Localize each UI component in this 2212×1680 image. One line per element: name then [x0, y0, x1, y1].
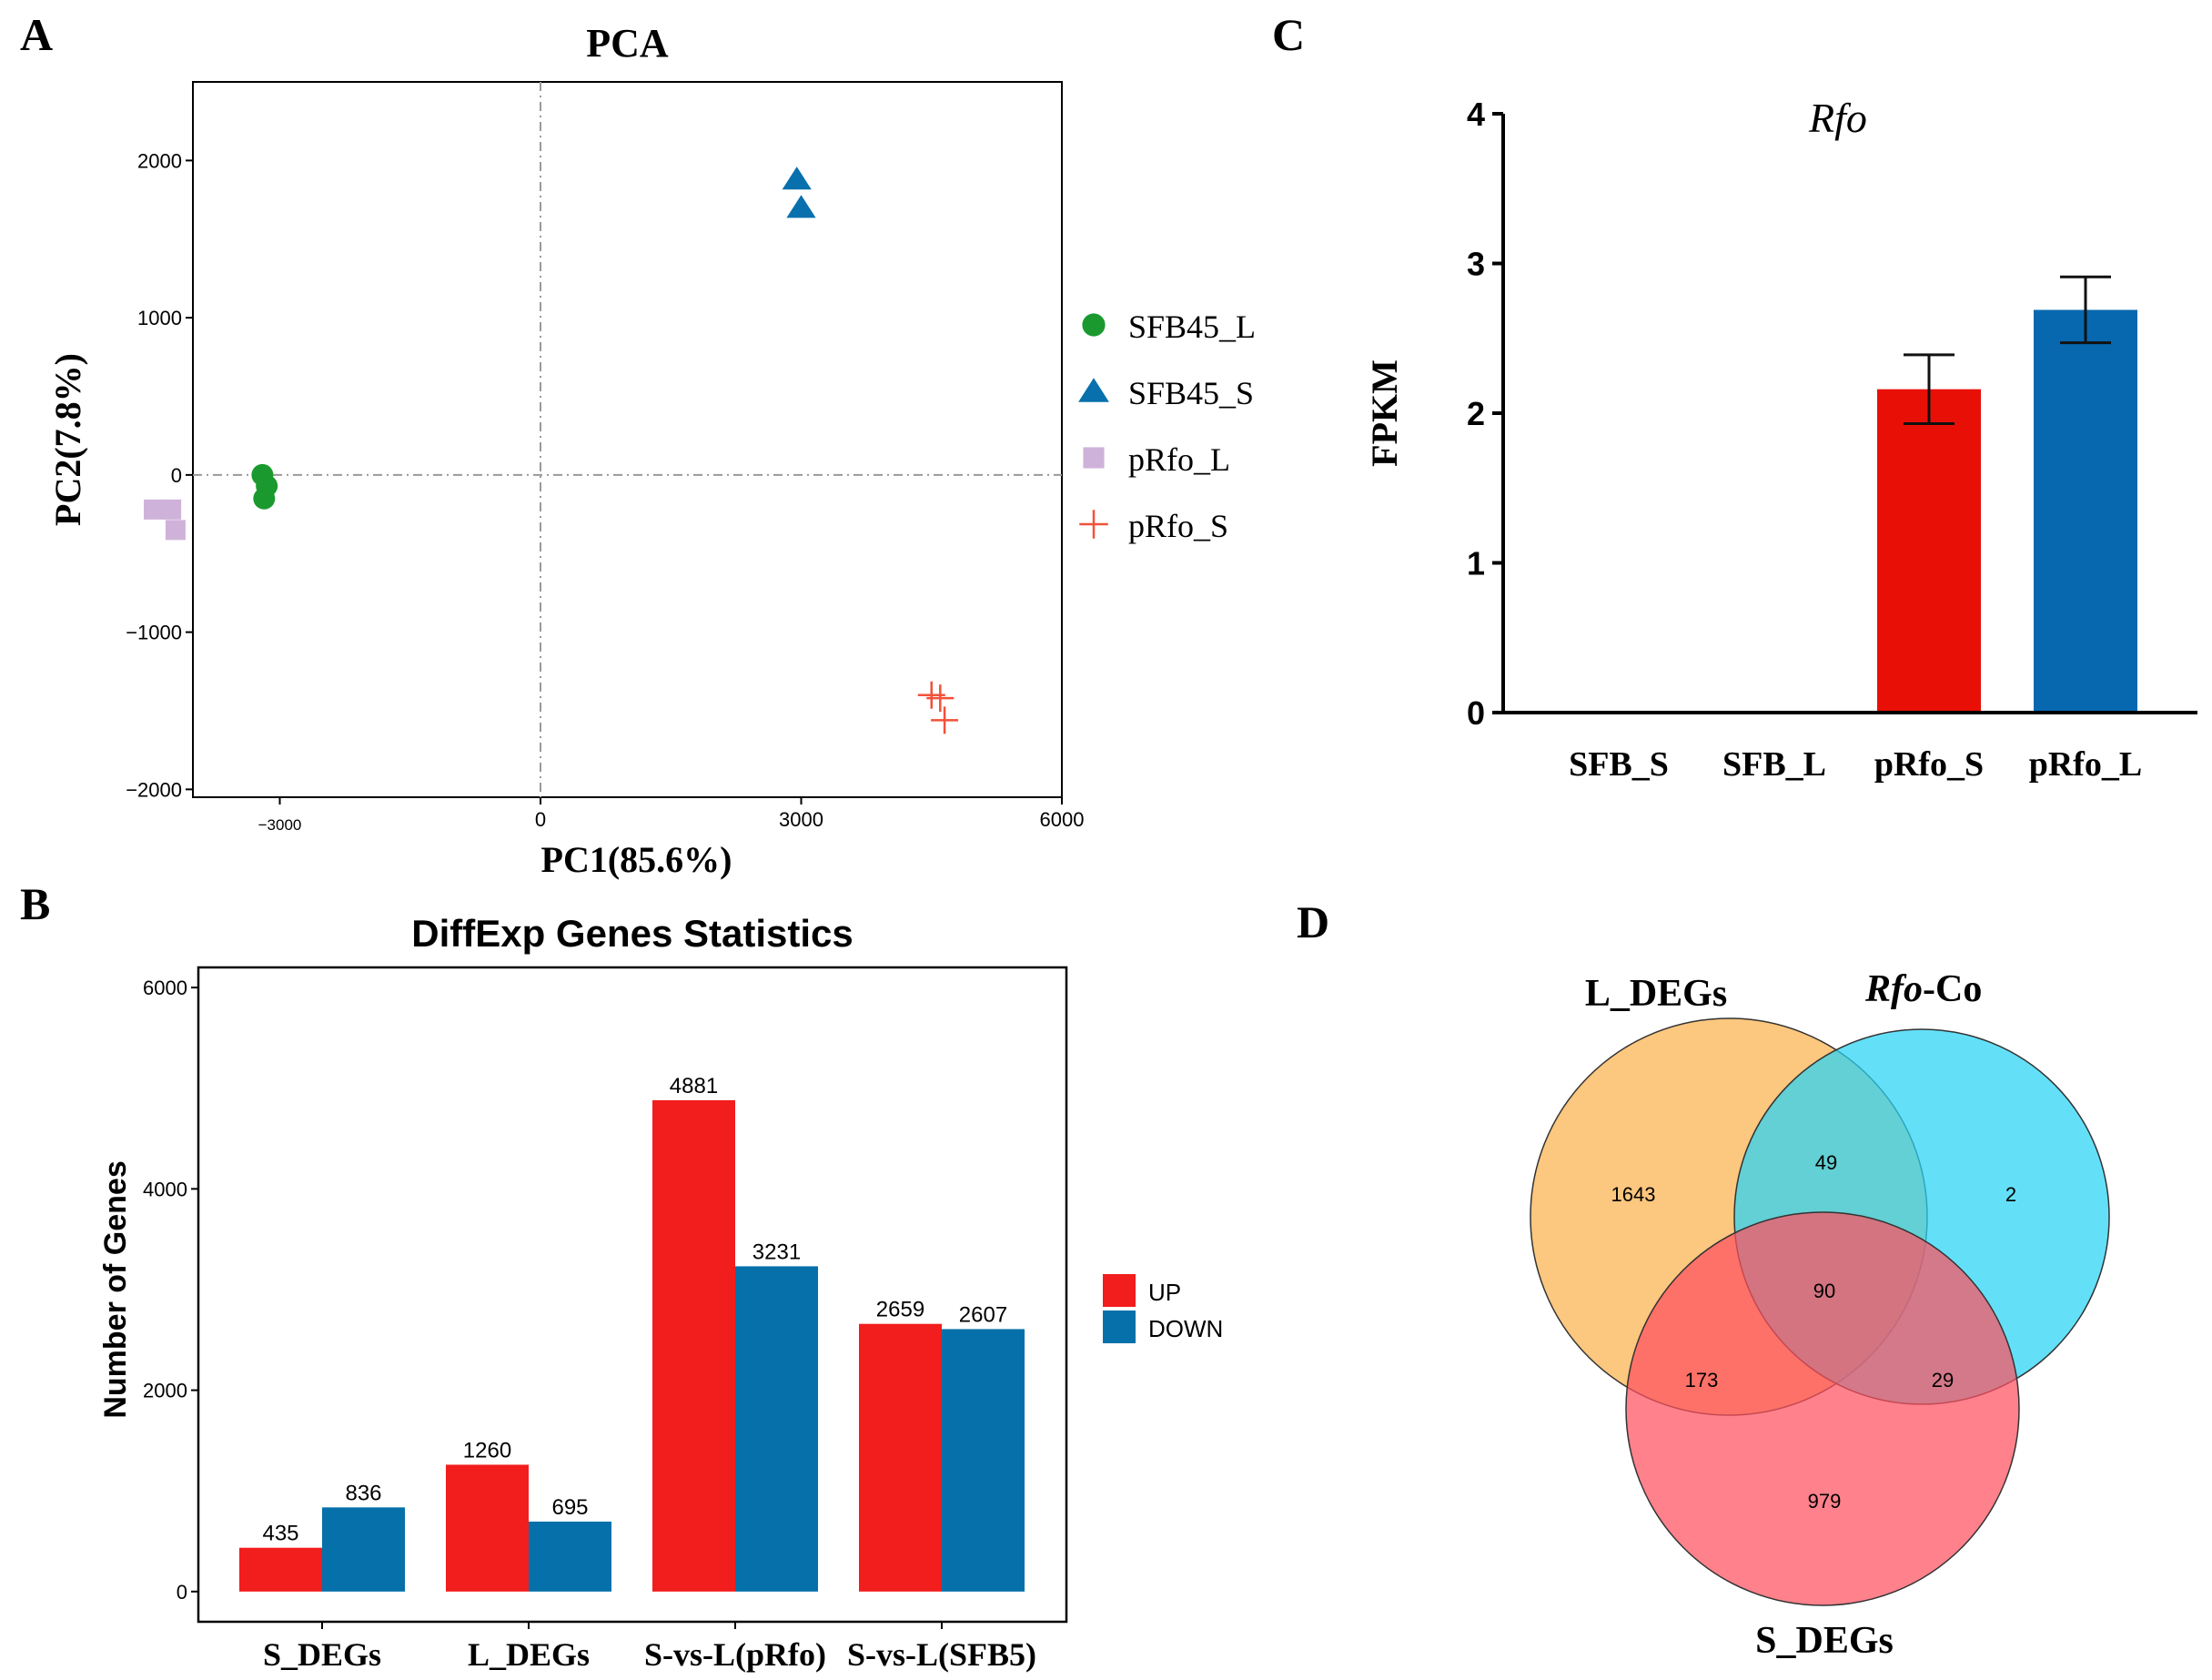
- diffexp-y-tick-label: 4000: [143, 1178, 187, 1200]
- venn-count-s-only: 979: [1808, 1490, 1842, 1513]
- pca-x-axis-label: PC1(85.6%): [541, 839, 732, 880]
- fpkm-bar-pRfo_S: [1877, 389, 1981, 713]
- fpkm-chart: Rfo SFB_S SFB_L pRfo_S pRfo_L 0 1 2 3 4 FPKM: [1364, 95, 2197, 784]
- pca-y-tick-label: 1000: [137, 307, 182, 329]
- fpkm-y-tick-label: 3: [1467, 246, 1485, 283]
- pca-point-pRfo_S: [931, 706, 959, 734]
- diffexp-bar-value-label: 836: [345, 1481, 381, 1505]
- pca-point-pRfo_L: [144, 499, 165, 520]
- legend-marker-pRfo_S: [1079, 510, 1108, 539]
- fpkm-y-tick-label: 4: [1467, 96, 1485, 133]
- pca-y-tick-label: 2000: [137, 149, 182, 172]
- venn-count-l-co: 49: [1815, 1151, 1837, 1174]
- pca-point-pRfo_L: [161, 499, 182, 520]
- diffexp-bar-DOWN-S-vs-L(SFB5): [942, 1329, 1025, 1592]
- diffexp-x-tick-label: S-vs-L(SFB5): [847, 1636, 1036, 1673]
- diffexp-bar-DOWN-S_DEGs: [322, 1507, 405, 1592]
- pca-x-tick-label: −3000: [258, 816, 302, 834]
- panel-label-c: C: [1272, 9, 1305, 60]
- diffexp-bar-value-label: 3231: [752, 1240, 801, 1264]
- panel-label-b: B: [20, 878, 50, 929]
- diffexp-title: DiffExp Genes Statistics: [411, 912, 853, 955]
- pca-plot-frame: [192, 81, 1063, 798]
- legend-swatch-DOWN: [1103, 1311, 1136, 1343]
- pca-chart: PCA −3000 0 3000 6000 2000 1000 0 −1000 −2000 PC1(…: [47, 21, 1256, 880]
- diffexp-bar-UP-S-vs-L(pRfo): [652, 1099, 735, 1592]
- diffexp-plot-frame: [197, 966, 1068, 1624]
- diffexp-bar-value-label: 1260: [463, 1438, 511, 1462]
- fpkm-bar-pRfo_L: [2034, 309, 2137, 713]
- venn-count-all-three: 90: [1813, 1280, 1835, 1302]
- pca-y-axis-label: PC2(7.8%): [47, 353, 88, 526]
- fpkm-y-tick-label: 1: [1467, 545, 1485, 582]
- diffexp-bar-DOWN-S-vs-L(pRfo): [735, 1266, 818, 1592]
- fpkm-y-tick-label: 0: [1467, 694, 1485, 732]
- pca-point-SFB45_S: [782, 167, 812, 190]
- venn-count-co-s: 29: [1932, 1369, 1954, 1392]
- venn-set-label-rfo-co-suffix: -Co: [1923, 968, 1982, 1010]
- pca-y-tick-label: −2000: [126, 778, 182, 801]
- legend-marker-SFB45_L: [1082, 313, 1106, 337]
- legend-marker-SFB45_S: [1078, 378, 1109, 402]
- pca-x-tick-label: 3000: [779, 808, 823, 831]
- legend-label-DOWN: DOWN: [1148, 1315, 1223, 1342]
- venn-set-label-rfo-co: Rfo-Co: [1864, 968, 1982, 1010]
- legend-swatch-UP: [1103, 1274, 1136, 1307]
- pca-x-tick-label: 0: [535, 808, 546, 831]
- fpkm-x-tick-label: pRfo_S: [1874, 745, 1984, 784]
- diffexp-bar-value-label: 4881: [670, 1074, 718, 1098]
- pca-point-SFB45_S: [786, 195, 816, 218]
- pca-x-tick-label: 6000: [1040, 808, 1085, 831]
- diffexp-y-tick-label: 0: [177, 1581, 187, 1604]
- diffexp-x-tick-label: L_DEGs: [468, 1636, 590, 1673]
- venn-count-l-only: 1643: [1611, 1183, 1656, 1206]
- pca-y-tick-label: 0: [171, 464, 182, 487]
- panel-label-d: D: [1297, 896, 1329, 947]
- venn-set-label-rfo-co-italic: Rfo: [1864, 968, 1923, 1010]
- diffexp-bar-value-label: 2607: [959, 1302, 1007, 1327]
- pca-point-pRfo_S: [926, 684, 954, 713]
- diffexp-bar-value-label: 2659: [876, 1298, 924, 1322]
- diffexp-bar-UP-L_DEGs: [446, 1464, 529, 1592]
- legend-label-pRfo_L: pRfo_L: [1128, 441, 1230, 478]
- panel-label-a: A: [20, 9, 53, 60]
- pca-point-SFB45_L: [253, 487, 276, 510]
- venn-circle-2: [1625, 1211, 2020, 1606]
- legend-label-pRfo_S: pRfo_S: [1128, 508, 1228, 544]
- pca-title: PCA: [586, 21, 669, 66]
- pca-y-tick-label: −1000: [126, 622, 182, 644]
- diffexp-y-tick-label: 6000: [143, 977, 187, 999]
- pca-point-pRfo_L: [165, 520, 186, 541]
- venn-count-l-s: 173: [1685, 1369, 1719, 1392]
- diffexp-y-axis-label: Number of Genes: [98, 1160, 133, 1418]
- diffexp-y-tick-label: 2000: [143, 1380, 187, 1402]
- fpkm-x-tick-label: SFB_S: [1569, 745, 1669, 784]
- diffexp-bar-UP-S-vs-L(SFB5): [859, 1323, 942, 1592]
- diffexp-bar-DOWN-L_DEGs: [529, 1521, 611, 1592]
- venn-diagram: L_DEGs Rfo-Co S_DEGs 1643 2 49 90 173 29 979: [1530, 968, 2110, 1662]
- fpkm-x-tick-label: pRfo_L: [2029, 745, 2143, 784]
- fpkm-x-tick-label: SFB_L: [1722, 745, 1826, 784]
- fpkm-y-tick-label: 2: [1467, 395, 1485, 432]
- diffexp-chart: DiffExp Genes Statistics 0 2000 4000 6000 Num…: [98, 912, 1223, 1673]
- diffexp-bar-UP-S_DEGs: [239, 1547, 322, 1592]
- legend-label-UP: UP: [1148, 1279, 1181, 1306]
- legend-label-SFB45_S: SFB45_S: [1128, 375, 1254, 411]
- legend-label-SFB45_L: SFB45_L: [1128, 309, 1256, 345]
- venn-set-label-s-degs: S_DEGs: [1755, 1620, 1894, 1662]
- legend-marker-pRfo_L: [1083, 447, 1105, 469]
- fpkm-y-axis-label: FPKM: [1364, 359, 1405, 467]
- venn-count-co-only: 2: [2005, 1183, 2016, 1206]
- diffexp-bar-value-label: 695: [551, 1495, 588, 1520]
- venn-set-label-l-degs: L_DEGs: [1585, 973, 1727, 1015]
- diffexp-x-tick-label: S-vs-L(pRfo): [644, 1636, 826, 1673]
- diffexp-bar-value-label: 435: [262, 1522, 298, 1546]
- diffexp-x-tick-label: S_DEGs: [263, 1636, 381, 1673]
- fpkm-title: Rfo: [1808, 95, 1867, 141]
